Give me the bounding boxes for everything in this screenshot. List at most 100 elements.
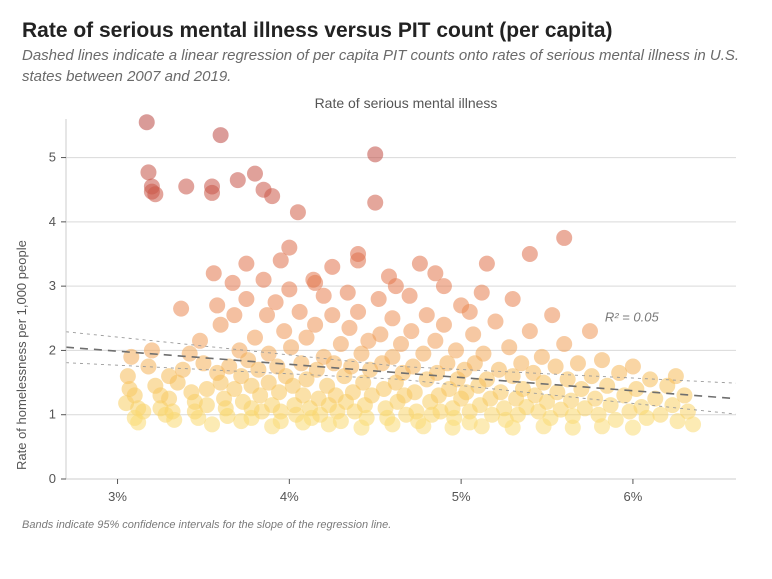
scatter-point (333, 336, 349, 352)
scatter-point (536, 374, 552, 390)
scatter-point (625, 358, 641, 374)
scatter-point (230, 172, 246, 188)
scatter-point (139, 114, 155, 130)
scatter-point (144, 342, 160, 358)
scatter-point (594, 352, 610, 368)
scatter-point (213, 127, 229, 143)
y-tick-label: 0 (49, 471, 56, 486)
scatter-point (233, 413, 249, 429)
scatter-point (147, 186, 163, 202)
scatter-point (293, 355, 309, 371)
scatter-point (448, 342, 464, 358)
y-tick-label: 2 (49, 342, 56, 357)
scatter-point (341, 320, 357, 336)
x-axis-label-top: Rate of serious mental illness (22, 95, 750, 111)
scatter-point (685, 416, 701, 432)
y-tick-label: 5 (49, 149, 56, 164)
scatter-point (307, 275, 323, 291)
scatter-point (427, 333, 443, 349)
scatter-point (625, 419, 641, 435)
scatter-point (340, 284, 356, 300)
scatter-point (522, 246, 538, 262)
scatter-point (487, 313, 503, 329)
scatter-point (324, 307, 340, 323)
scatter-point (384, 310, 400, 326)
scatter-point (445, 419, 461, 435)
scatter-point (281, 281, 297, 297)
scatter-point (427, 265, 443, 281)
y-axis-label: Rate of homelessness per 1,000 people (14, 240, 29, 470)
scatter-point (225, 275, 241, 291)
scatter-point (292, 304, 308, 320)
scatter-point (204, 416, 220, 432)
scatter-point (582, 323, 598, 339)
scatter-point (639, 410, 655, 426)
scatter-point (173, 300, 189, 316)
scatter-point (548, 358, 564, 374)
scatter-point (226, 307, 242, 323)
scatter-point (324, 259, 340, 275)
scatter-point (412, 255, 428, 271)
scatter-point (290, 204, 306, 220)
scatter-point (474, 284, 490, 300)
scatter-point (407, 384, 423, 400)
page-title: Rate of serious mental illness versus PI… (22, 18, 750, 44)
scatter-point (350, 304, 366, 320)
scatter-point (549, 384, 565, 400)
scatter-point (475, 345, 491, 361)
scatter-point (393, 336, 409, 352)
scatter-point (353, 419, 369, 435)
scatter-point (501, 339, 517, 355)
scatter-point (264, 188, 280, 204)
scatter-point (556, 230, 572, 246)
scatter-point (238, 255, 254, 271)
scatter-point (213, 316, 229, 332)
scatter-point (565, 419, 581, 435)
chart-container: Rate of serious mental illness versus PI… (0, 0, 772, 579)
scatter-point (599, 378, 615, 394)
scatter-point (491, 361, 507, 377)
scatter-point (367, 146, 383, 162)
x-tick-label: 5% (452, 489, 471, 504)
scatter-point (219, 408, 235, 424)
scatter-point (556, 336, 572, 352)
scatter-point (505, 291, 521, 307)
scatter-point (321, 416, 337, 432)
subtitle: Dashed lines indicate a linear regressio… (22, 46, 742, 87)
scatter-point (182, 345, 198, 361)
scatter-point (474, 418, 490, 434)
scatter-point (295, 414, 311, 430)
scatter-point (544, 307, 560, 323)
scatter-point (611, 365, 627, 381)
scatter-point (384, 416, 400, 432)
scatter-point (534, 349, 550, 365)
scatter-point (436, 316, 452, 332)
scatter-point (608, 412, 624, 428)
scatter-point (209, 297, 225, 313)
scatter-point (419, 307, 435, 323)
scatter-point (371, 291, 387, 307)
scatter-point (415, 345, 431, 361)
scatter-point (166, 412, 182, 428)
scatter-point (415, 418, 431, 434)
scatter-point (199, 397, 215, 413)
scatter-point (140, 164, 156, 180)
scatter-point (140, 358, 156, 374)
scatter-point (268, 294, 284, 310)
x-tick-label: 4% (280, 489, 299, 504)
scatter-point (256, 271, 272, 287)
scatter-point (479, 255, 495, 271)
scatter-point (570, 355, 586, 371)
scatter-point (668, 368, 684, 384)
scatter-point (206, 265, 222, 281)
scatter-point (213, 374, 229, 390)
y-tick-label: 1 (49, 406, 56, 421)
scatter-point (403, 323, 419, 339)
scatter-point (462, 304, 478, 320)
scatter-point (587, 390, 603, 406)
scatter-point (388, 278, 404, 294)
scatter-point (603, 397, 619, 413)
scatter-point (522, 323, 538, 339)
scatter-point (199, 381, 215, 397)
scatter-point (271, 384, 287, 400)
